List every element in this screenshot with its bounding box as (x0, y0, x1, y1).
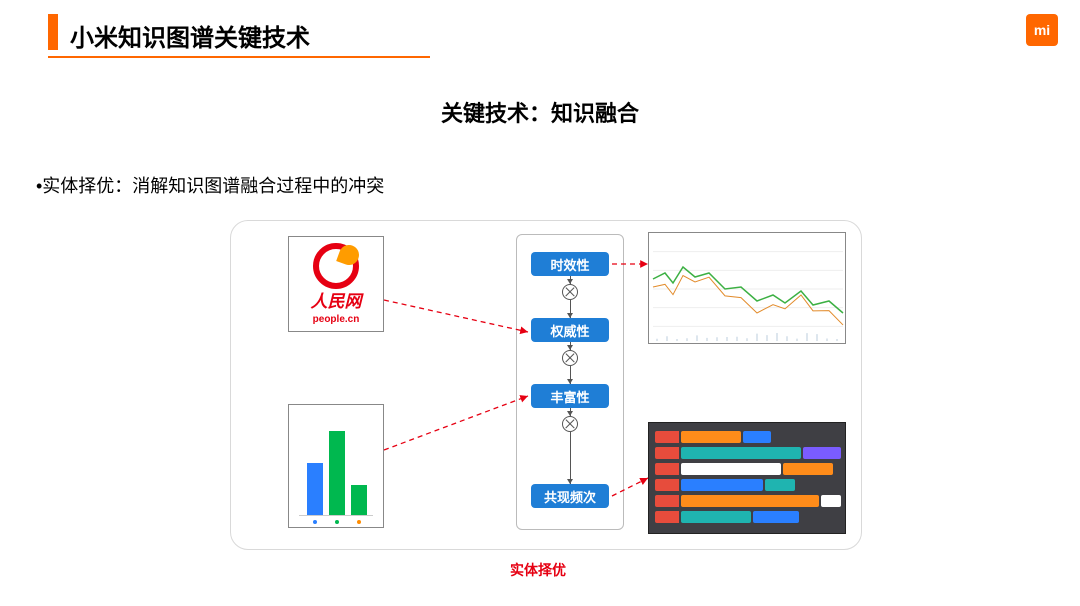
page-title: 小米知识图谱关键技术 (70, 18, 310, 53)
criteria-box: 共现频次 (531, 484, 609, 508)
bar (307, 463, 323, 515)
linechart-svg (649, 233, 845, 343)
legend-dot (313, 520, 317, 524)
otimes-icon (562, 416, 578, 432)
brand-logo: mi (1026, 14, 1058, 46)
header-underline (48, 56, 430, 58)
panel-people: 人民网 people.cn (288, 236, 384, 332)
panel-barchart (288, 404, 384, 528)
people-text: 人民网 (289, 293, 383, 310)
bullet-text: •实体择优：消解知识图谱融合过程中的冲突 (36, 172, 384, 198)
otimes-icon (562, 350, 578, 366)
panel-linechart (648, 232, 846, 344)
otimes-icon (562, 284, 578, 300)
people-subtext: people.cn (289, 315, 383, 325)
bar (329, 431, 345, 515)
people-icon (313, 243, 359, 289)
legend-dot (357, 520, 361, 524)
header-accent (48, 14, 58, 50)
slide-subtitle: 关键技术：知识融合 (0, 96, 1080, 128)
bar (351, 485, 367, 515)
criteria-box: 权威性 (531, 318, 609, 342)
diagram-caption: 实体择优 (510, 560, 566, 580)
criteria-box: 丰富性 (531, 384, 609, 408)
legend-dot (335, 520, 339, 524)
criteria-box: 时效性 (531, 252, 609, 276)
panel-hbarchart (648, 422, 846, 534)
